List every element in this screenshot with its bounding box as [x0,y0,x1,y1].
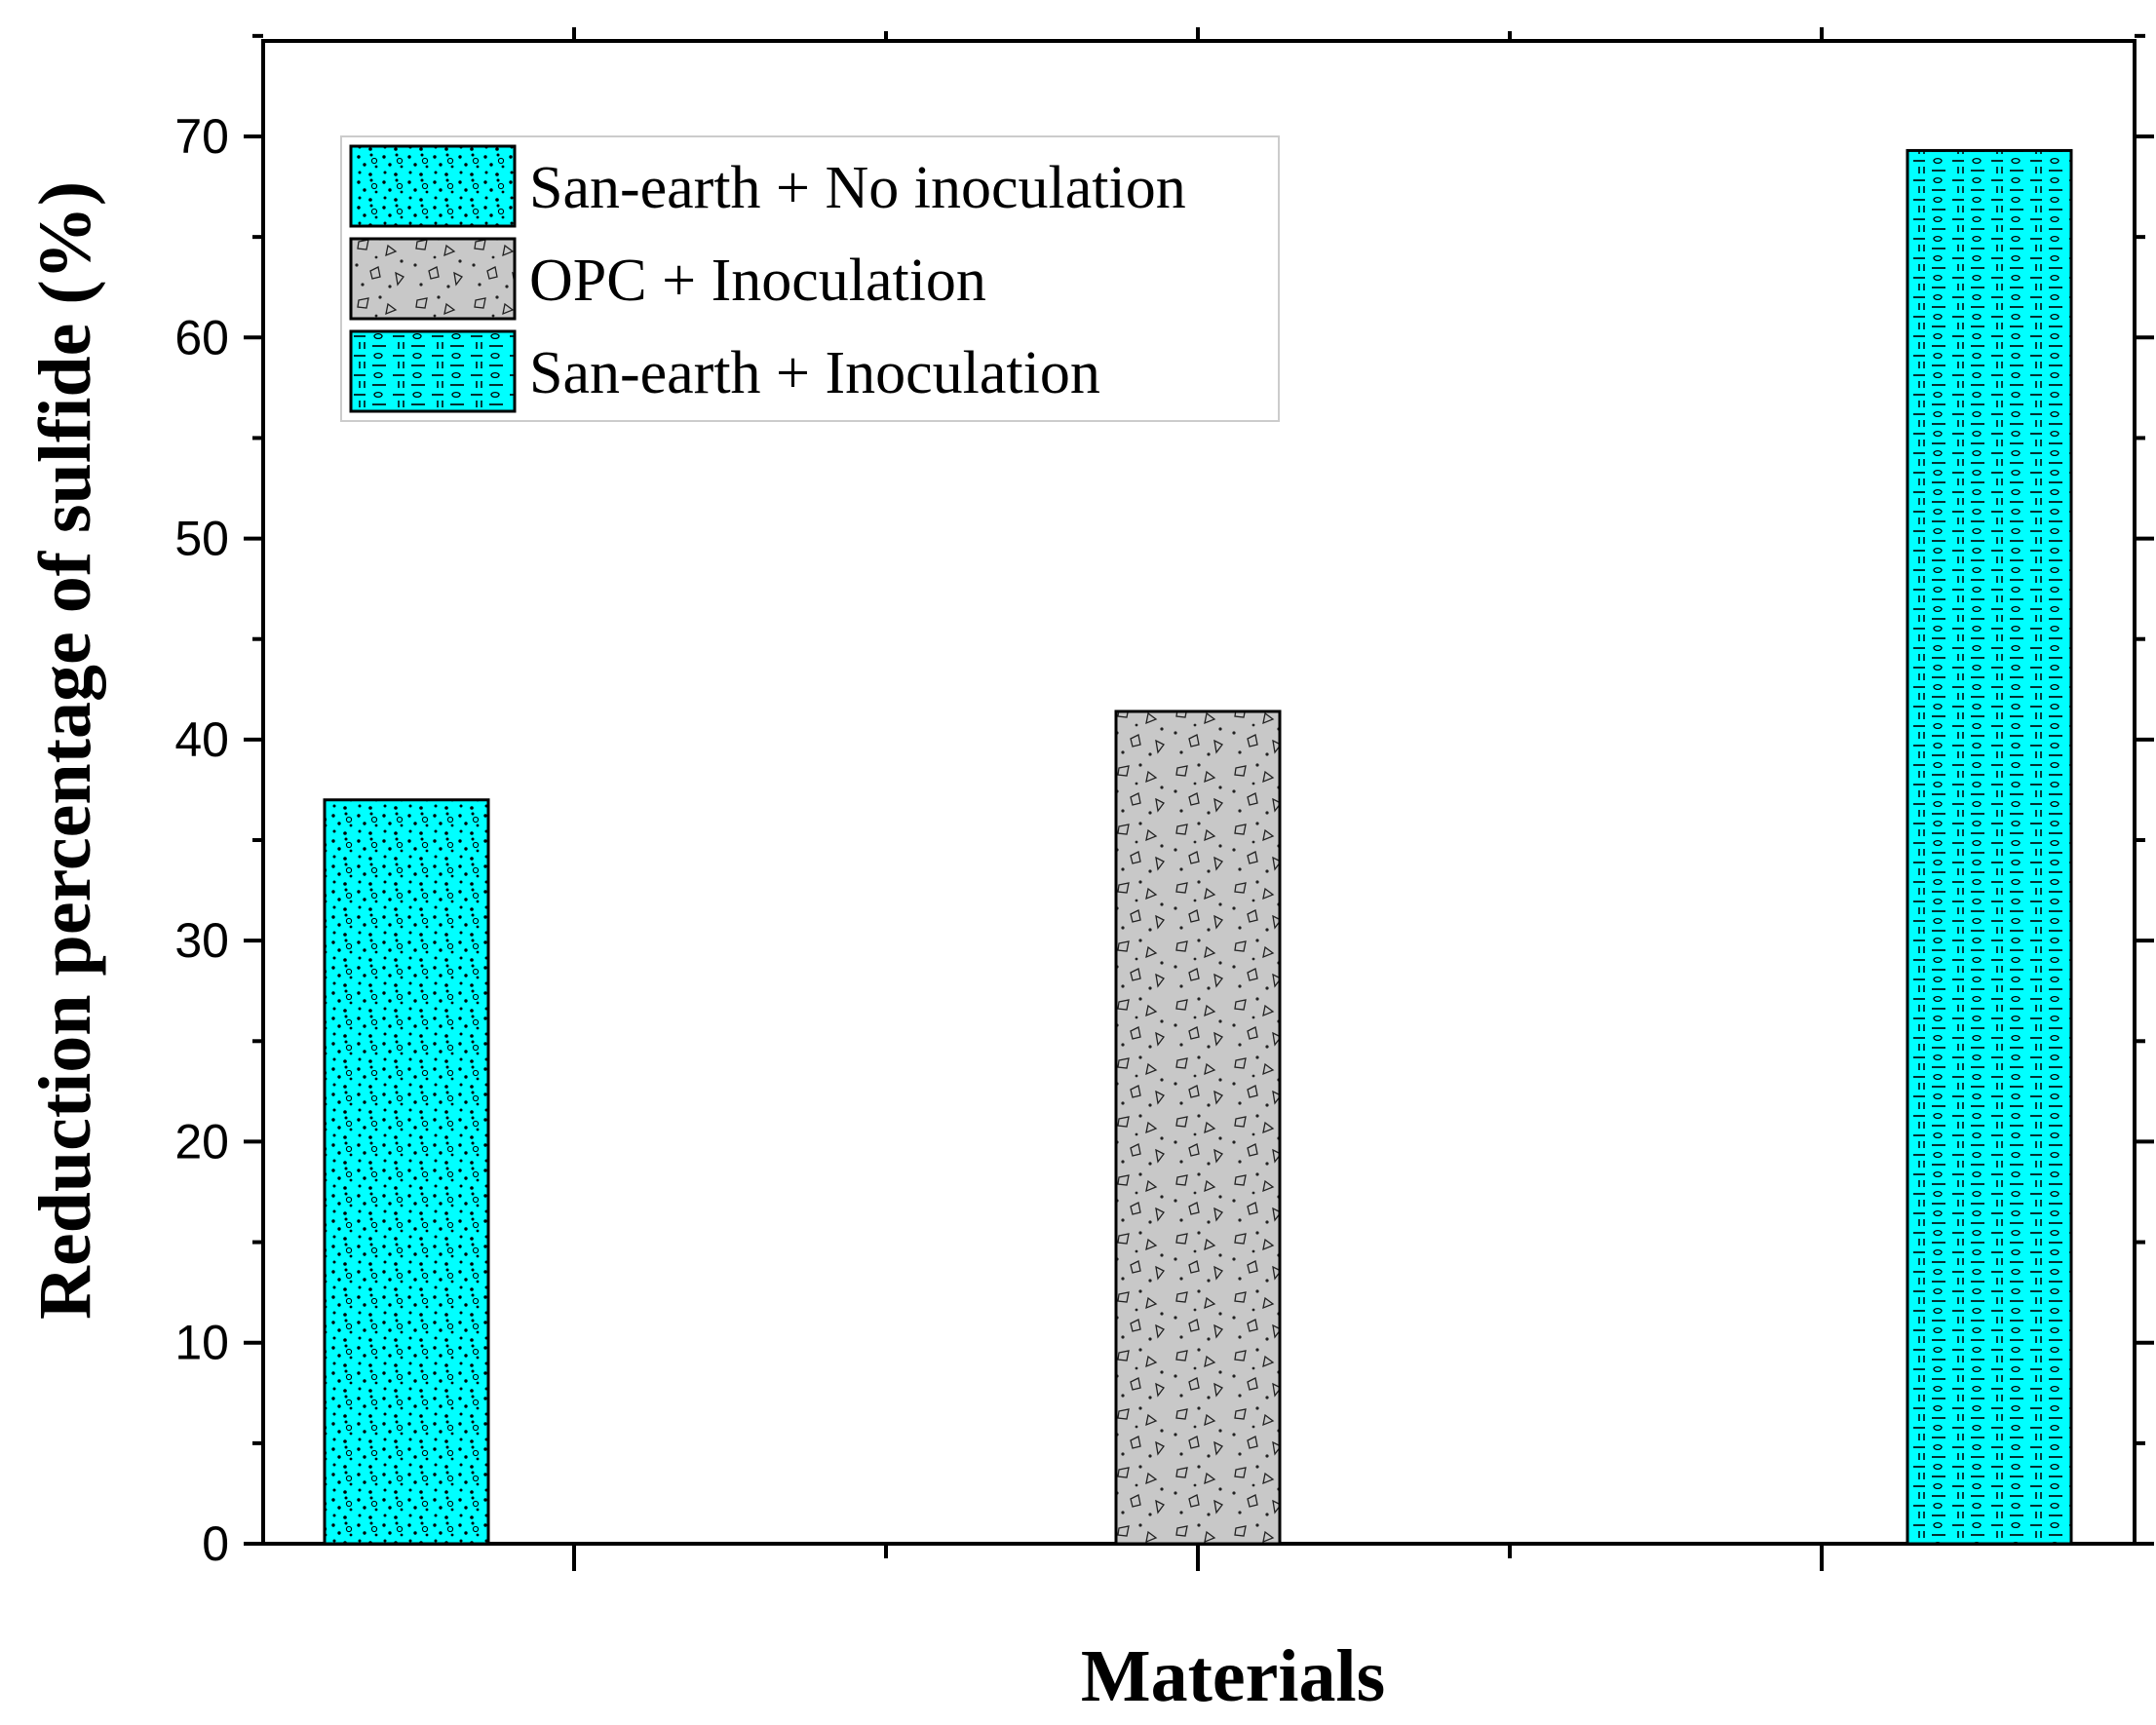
x-axis-title: Materials [1081,1635,1385,1717]
y-tick-label: 40 [174,712,229,767]
bar-opc-inoculation [1114,709,1282,1546]
y-tick-label: 0 [202,1516,229,1571]
y-tick-label: 30 [174,913,229,968]
y-tick-labels: 0 10 20 30 40 50 60 70 [174,109,229,1571]
legend-label-san-earth-inoculation: San-earth + Inoculation [529,340,1100,406]
legend-label-opc-inoculation: OPC + Inoculation [529,248,986,314]
legend-label-san-earth-no-inoculation: San-earth + No inoculation [529,155,1186,221]
y-tick-label: 10 [174,1316,229,1370]
y-tick-label: 60 [174,310,229,364]
bar-san-earth-no-inoculation [323,798,490,1546]
y-axis-title: Reduction percentage of sulfide (%) [24,181,106,1320]
y-tick-label: 20 [174,1114,229,1169]
legend-swatch-san-earth-no-inoculation [349,144,517,228]
y-tick-label: 50 [174,512,229,566]
legend: San-earth + No inoculation OPC + Inocula… [340,135,1280,422]
legend-swatch-opc-inoculation [349,237,517,321]
axis-ticks [244,27,2154,1571]
legend-swatch-san-earth-inoculation [349,329,517,413]
bar-san-earth-inoculation [1906,148,2073,1546]
y-tick-label: 70 [174,109,229,164]
bars [323,148,2073,1546]
